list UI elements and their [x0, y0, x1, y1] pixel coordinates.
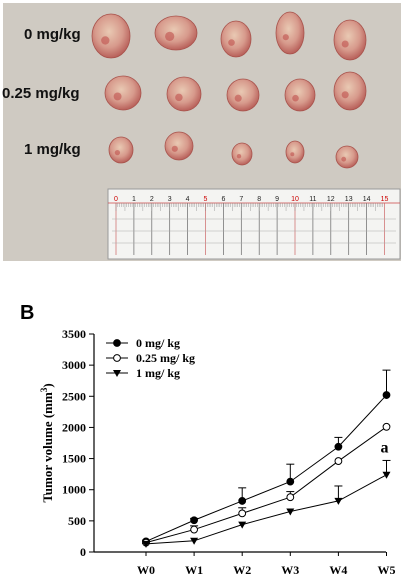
- legend-label: 1 mg/ kg: [136, 366, 180, 380]
- series-1: [142, 422, 391, 547]
- ruler-number: 15: [381, 196, 389, 203]
- x-tick-label: W4: [329, 563, 347, 577]
- ruler-number: 4: [186, 196, 190, 203]
- series-line: [145, 426, 387, 544]
- series-line: [145, 394, 387, 542]
- data-point: [190, 537, 199, 545]
- tumor-2-1: [164, 131, 194, 161]
- tumor-volume-chart: 0 500 1000 1500 2000 2500 3000 3500 W0 W1 W2 W3 W4 W5…: [39, 327, 396, 577]
- tumor-spot: [341, 40, 349, 48]
- tumor-2-3: [285, 140, 305, 164]
- series-2: [142, 459, 391, 548]
- x-tick-label: W1: [185, 563, 203, 577]
- tumor-0-2: [220, 20, 252, 58]
- ruler-number: 3: [168, 196, 172, 203]
- ruler-number: 11: [309, 196, 316, 203]
- tumor-spot: [282, 34, 289, 41]
- tumor-1-2: [226, 78, 260, 112]
- panel-b-label: B: [20, 302, 35, 324]
- y-tick-label: 2000: [62, 420, 86, 434]
- ruler-number: 2: [150, 196, 154, 203]
- tumor-0-0: [91, 13, 131, 59]
- legend-marker: [113, 354, 121, 362]
- row-label-1: 1 mg/kg: [24, 141, 81, 158]
- data-point: [190, 525, 199, 534]
- row-label-0: 0 mg/kg: [24, 26, 81, 43]
- x-tick-label: W3: [281, 563, 299, 577]
- y-tick-label: 500: [68, 514, 86, 528]
- data-point: [382, 471, 391, 479]
- tumor-2-0: [108, 136, 134, 164]
- ruler-number: 1: [132, 196, 136, 203]
- data-point: [190, 516, 199, 525]
- data-point: [238, 521, 247, 529]
- y-tick-label: 3000: [62, 358, 86, 372]
- y-axis-title: Tumor volume (mm3): [39, 383, 55, 502]
- tumor-photo: 0 1 2 3 4 5 6 7 8 9 10 11 12 13 14 15: [3, 3, 401, 261]
- tumor-2-2: [231, 142, 253, 166]
- legend-label: 0.25 mg/ kg: [136, 351, 195, 365]
- x-tick-label: W2: [233, 563, 251, 577]
- ruler-number: 0: [114, 196, 118, 203]
- ruler-number: 8: [257, 196, 261, 203]
- ruler-number: 10: [291, 196, 299, 203]
- ruler: [107, 188, 401, 260]
- data-point: [382, 391, 391, 399]
- tumor-spot: [114, 149, 121, 156]
- data-point: [334, 457, 343, 465]
- legend-marker: [113, 339, 121, 347]
- series-0: [142, 369, 391, 546]
- data-point: [382, 422, 391, 431]
- y-tick-label: 2500: [62, 389, 86, 403]
- y-tick-label: 1500: [62, 452, 86, 466]
- series-line: [145, 474, 387, 545]
- tumor-spot: [290, 152, 295, 157]
- tumor-spot: [165, 31, 175, 42]
- tumor-spot: [228, 39, 235, 46]
- data-point: [286, 493, 295, 502]
- ruler-number: 7: [239, 196, 243, 203]
- row-label-0-25: 0.25 mg/kg: [2, 85, 80, 102]
- ruler-number: 12: [327, 196, 335, 203]
- data-point: [334, 442, 343, 451]
- tumor-0-3: [275, 11, 305, 55]
- tumor-1-4: [333, 71, 367, 111]
- tumor-1-1: [166, 76, 202, 112]
- x-tick-label: W0: [137, 563, 155, 577]
- x-tick-label: W5: [378, 563, 396, 577]
- ruler-number: 9: [275, 196, 279, 203]
- tumor-spot: [101, 36, 110, 45]
- tumor-2-4: [335, 145, 359, 169]
- ruler-number: 14: [363, 196, 371, 203]
- ruler-number: 6: [221, 196, 225, 203]
- tumor-photo-drawing: 0 1 2 3 4 5 6 7 8 9 10 11 12 13 14 15: [91, 11, 401, 260]
- significance-annotation: a: [381, 439, 389, 456]
- tumor-0-4: [333, 19, 367, 61]
- data-point: [286, 477, 295, 486]
- y-tick-label: 3500: [62, 327, 86, 341]
- legend-marker: [113, 370, 121, 377]
- tumor-spot: [341, 156, 347, 162]
- legend-label: 0 mg/ kg: [136, 336, 180, 350]
- tumor-spot: [341, 91, 349, 99]
- tumor-spot: [113, 92, 122, 101]
- data-point: [238, 509, 247, 518]
- tumor-spot: [175, 93, 183, 102]
- ruler-number: 5: [204, 196, 208, 203]
- data-point: [238, 497, 247, 505]
- tumor-spot: [236, 154, 242, 159]
- y-tick-label: 1000: [62, 483, 86, 497]
- data-point: [334, 497, 343, 505]
- tumor-1-0: [104, 75, 142, 111]
- data-point: [142, 540, 150, 548]
- tumor-spot: [292, 94, 299, 102]
- tumor-1-3: [284, 78, 316, 112]
- tumor-spot: [234, 94, 242, 102]
- tumor-spot: [171, 145, 178, 152]
- tumor-0-1: [154, 15, 198, 51]
- y-tick-label: 0: [80, 545, 86, 559]
- ruler-number: 13: [345, 196, 353, 203]
- data-point: [286, 508, 295, 516]
